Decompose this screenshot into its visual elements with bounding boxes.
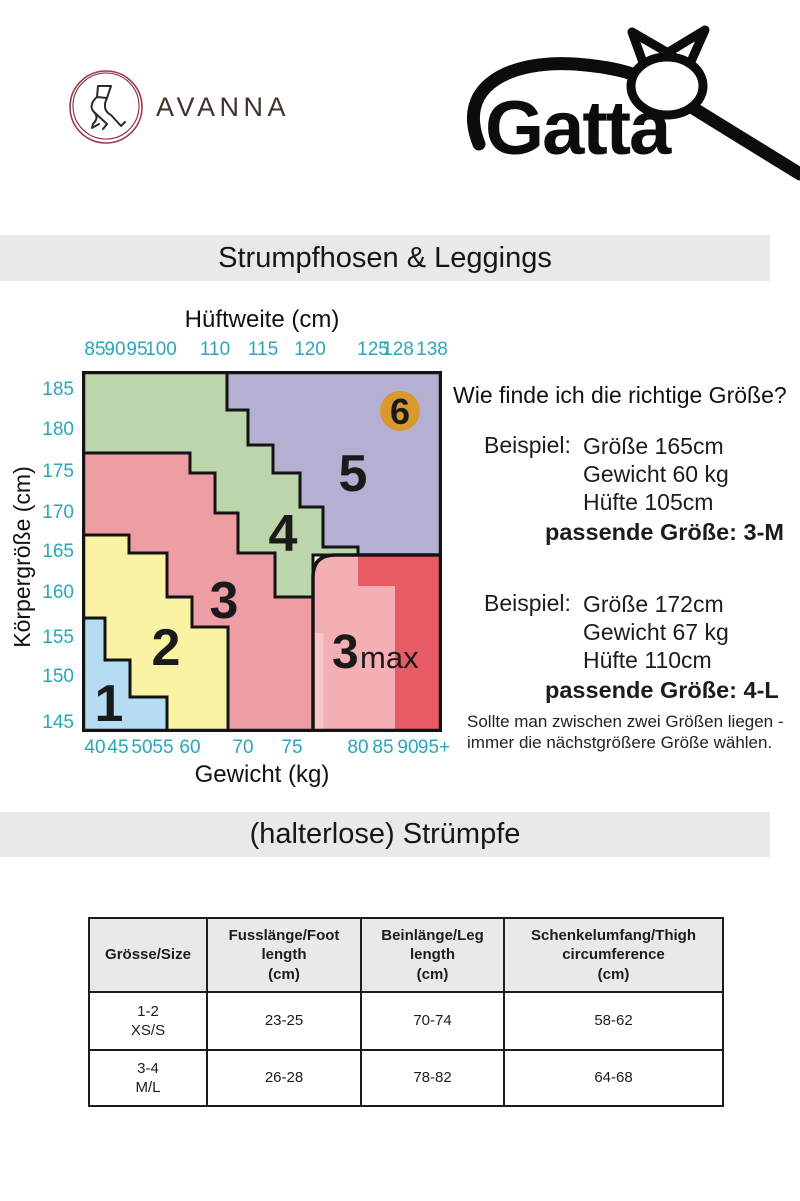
gatta-logo: Gatta bbox=[467, 25, 800, 181]
col-header-size: Grösse/Size bbox=[88, 917, 208, 993]
tick: 155 bbox=[42, 627, 74, 648]
tick: 180 bbox=[42, 419, 74, 440]
tick: 60 bbox=[179, 737, 201, 758]
tick: 50 bbox=[131, 737, 153, 758]
y-axis-title: Körpergröße (cm) bbox=[9, 466, 35, 648]
avanna-wordmark: AVANNA bbox=[156, 92, 291, 122]
col-header-size-label: Grösse/Size bbox=[105, 946, 191, 964]
table-row: 1-2 XS/S 23-25 70-74 58-62 bbox=[88, 991, 724, 1051]
y-axis-ticks: 185 180 175 170 165 160 155 150 145 bbox=[34, 371, 78, 733]
tick: 95+ bbox=[417, 737, 451, 758]
tick: 40 bbox=[84, 737, 106, 758]
tick: 128 bbox=[382, 339, 414, 360]
x-axis-top-ticks: 85 90 95 100 110 115 120 125 128 138 bbox=[82, 339, 447, 361]
size-chart-plot: 1 2 3 4 5 3 max 6 bbox=[82, 371, 442, 732]
size-note-line-1: Sollte man zwischen zwei Größen liegen - bbox=[467, 712, 784, 731]
stockings-size-table: Grösse/Size Fusslänge/Foot length (cm) B… bbox=[88, 917, 724, 1107]
example-2-label: Beispiel: bbox=[484, 590, 571, 616]
tick: 55 bbox=[152, 737, 174, 758]
size-note: Sollte man zwischen zwei Größen liegen -… bbox=[467, 711, 797, 753]
example-1-line-2: Gewicht 60 kg bbox=[583, 461, 729, 487]
tick: 145 bbox=[42, 712, 74, 733]
region-label-2: 2 bbox=[152, 619, 181, 677]
size-region-3max-light-strip bbox=[313, 633, 324, 730]
tick: 90 bbox=[397, 737, 419, 758]
tick: 45 bbox=[107, 737, 129, 758]
region-label-6: 6 bbox=[390, 391, 410, 432]
example-1-label: Beispiel: bbox=[484, 432, 571, 458]
tick: 170 bbox=[42, 502, 74, 523]
cell-size: 1-2 XS/S bbox=[88, 991, 208, 1051]
x-axis-top-title: Hüftweite (cm) bbox=[184, 306, 340, 333]
cell-leg: 78-82 bbox=[360, 1049, 505, 1107]
example-2-line-2: Gewicht 67 kg bbox=[583, 619, 729, 645]
tick: 150 bbox=[42, 666, 74, 687]
example-2-line-1: Größe 172cm bbox=[583, 591, 724, 617]
example-1-result: passende Größe: 3-M bbox=[545, 519, 784, 545]
banner-strumpfhosen: Strumpfhosen & Leggings bbox=[0, 235, 770, 281]
x-axis-bottom-ticks: 40 45 50 55 60 70 75 80 85 90 95+ bbox=[82, 737, 450, 759]
tick: 125 bbox=[357, 339, 389, 360]
tick: 85 bbox=[372, 737, 394, 758]
cell-foot: 23-25 bbox=[206, 991, 362, 1051]
region-label-1: 1 bbox=[95, 675, 124, 732]
banner-struempfe: (halterlose) Strümpfe bbox=[0, 812, 770, 857]
example-2-line-3: Hüfte 110cm bbox=[583, 647, 712, 673]
tick: 165 bbox=[42, 541, 74, 562]
region-label-5: 5 bbox=[339, 445, 368, 503]
tick: 175 bbox=[42, 461, 74, 482]
cell-size: 3-4 M/L bbox=[88, 1049, 208, 1107]
cell-thigh: 58-62 bbox=[503, 991, 724, 1051]
example-2: Beispiel: Größe 172cm Gewicht 67 kg Hüft… bbox=[450, 590, 800, 704]
gatta-tail bbox=[686, 101, 800, 181]
tick: 95 bbox=[126, 339, 148, 360]
avanna-logo-icon bbox=[69, 70, 143, 144]
col-header-thigh: Schenkelumfang/Thigh circumference (cm) bbox=[503, 917, 724, 993]
tick: 80 bbox=[347, 737, 369, 758]
tick: 100 bbox=[145, 339, 177, 360]
region-label-3: 3 bbox=[210, 572, 239, 630]
cell-leg: 70-74 bbox=[360, 991, 505, 1051]
tick: 115 bbox=[247, 339, 279, 360]
col-header-leg-length: Beinlänge/Leg length (cm) bbox=[360, 917, 505, 993]
plot-border bbox=[82, 371, 442, 732]
tick: 185 bbox=[42, 379, 74, 400]
tick: 70 bbox=[232, 737, 254, 758]
example-1: Beispiel: Größe 165cm Gewicht 60 kg Hüft… bbox=[450, 432, 800, 546]
size-note-line-2: immer die nächstgrößere Größe wählen. bbox=[467, 733, 773, 752]
tick: 160 bbox=[42, 582, 74, 603]
cell-foot: 26-28 bbox=[206, 1049, 362, 1107]
example-1-line-1: Größe 165cm bbox=[583, 433, 724, 459]
tick: 90 bbox=[104, 339, 126, 360]
col-header-foot-length: Fusslänge/Foot length (cm) bbox=[206, 917, 362, 993]
legs-icon bbox=[90, 85, 126, 130]
example-1-line-3: Hüfte 105cm bbox=[583, 489, 714, 515]
tick: 120 bbox=[294, 339, 326, 360]
region-label-4: 4 bbox=[269, 505, 298, 563]
example-2-result: passende Größe: 4-L bbox=[545, 677, 779, 703]
tick: 138 bbox=[416, 339, 448, 360]
table-row: 3-4 M/L 26-28 78-82 64-68 bbox=[88, 1049, 724, 1107]
cat-head-icon bbox=[626, 25, 710, 120]
x-axis-bottom-title: Gewicht (kg) bbox=[194, 761, 330, 788]
size-region-3max-border bbox=[311, 553, 442, 731]
size-region-3max-accent bbox=[358, 555, 442, 731]
tick: 75 bbox=[281, 737, 303, 758]
tick: 85 bbox=[84, 339, 106, 360]
gatta-wordmark: Gatta bbox=[485, 86, 672, 171]
region-label-3max: 3 bbox=[332, 626, 359, 679]
cell-thigh: 64-68 bbox=[503, 1049, 724, 1107]
guide-heading: Wie finde ich die richtige Größe? bbox=[453, 382, 787, 408]
region-label-3max-suffix: max bbox=[360, 640, 419, 675]
tick: 110 bbox=[199, 339, 231, 360]
table-header-row: Grösse/Size Fusslänge/Foot length (cm) B… bbox=[88, 917, 724, 993]
region-badge-6 bbox=[380, 391, 420, 431]
